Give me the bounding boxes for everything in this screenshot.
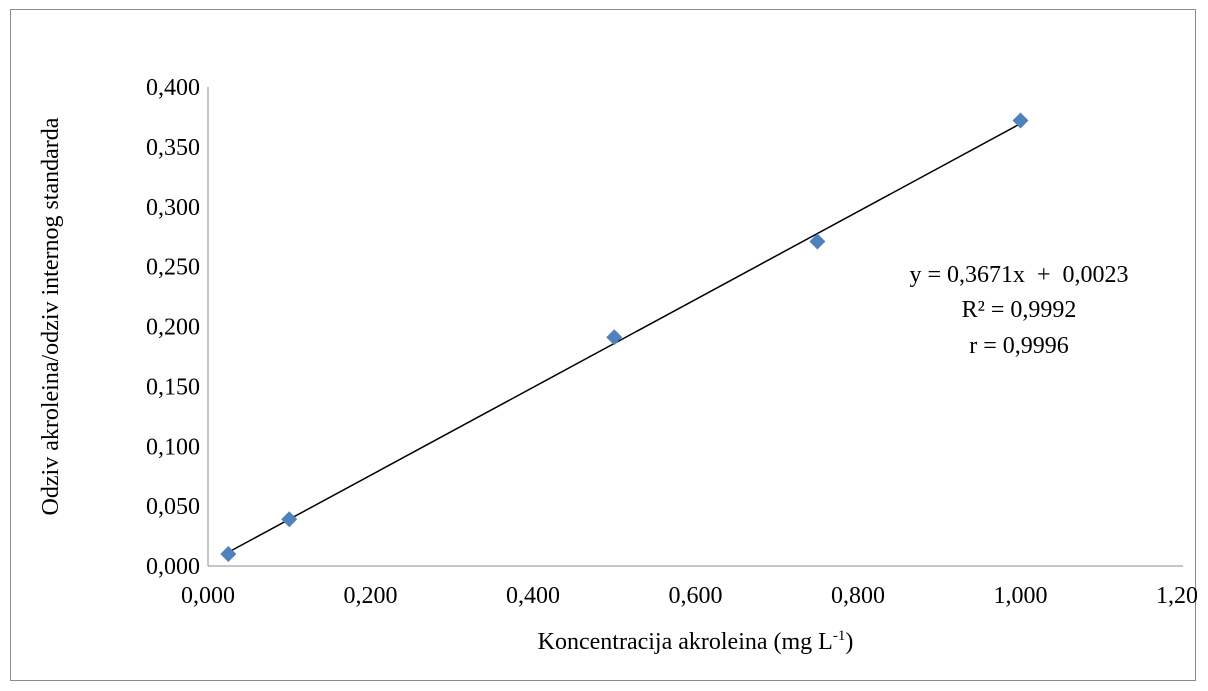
data-point-marker	[809, 233, 826, 250]
chart-frame: 0,000 0,050 0,100 0,150 0,200 0,250 0,300 0,350…	[10, 9, 1197, 681]
data-points	[220, 112, 1029, 563]
y-tick-label: 0,250	[146, 255, 200, 281]
trendline	[227, 122, 1021, 553]
data-point-marker	[281, 511, 298, 528]
trendline-equation: y = 0,3671x + 0,0023	[909, 262, 1128, 288]
x-tick-label: 0,000	[181, 583, 235, 609]
y-tick-label: 0,350	[146, 135, 200, 161]
y-tick-label: 0,100	[146, 434, 200, 460]
x-tick-label: 1,200	[1156, 583, 1197, 609]
scatter-chart: 0,000 0,050 0,100 0,150 0,200 0,250 0,300 0,350…	[38, 75, 1197, 655]
x-tick-label: 0,200	[344, 583, 398, 609]
data-point-marker	[606, 329, 623, 346]
x-tick-label: 0,600	[669, 583, 723, 609]
y-tick-label: 0,050	[146, 494, 200, 520]
y-axis-title: Odziv akroleina/odziv internog standarda	[38, 117, 64, 515]
y-tick-label: 0,200	[146, 315, 200, 341]
y-tick-label: 0,150	[146, 374, 200, 400]
x-tick-label: 1,000	[994, 583, 1048, 609]
data-point-marker	[1012, 112, 1029, 129]
y-axis-ticks: 0,000 0,050 0,100 0,150 0,200 0,250 0,300 0,350…	[146, 75, 200, 580]
x-axis-ticks: 0,000 0,200 0,400 0,600 0,800 1,000 1,200	[181, 583, 1197, 609]
x-tick-label: 0,400	[506, 583, 560, 609]
x-axis-title: Koncentracija akroleina (mg L-1)	[538, 628, 854, 655]
x-tick-label: 0,800	[831, 583, 885, 609]
y-tick-label: 0,000	[146, 554, 200, 580]
y-tick-label: 0,300	[146, 195, 200, 221]
r-squared-label: R² = 0,9992	[962, 297, 1077, 323]
y-tick-label: 0,400	[146, 75, 200, 101]
r-value-label: r = 0,9996	[969, 333, 1069, 359]
data-point-marker	[220, 546, 237, 563]
